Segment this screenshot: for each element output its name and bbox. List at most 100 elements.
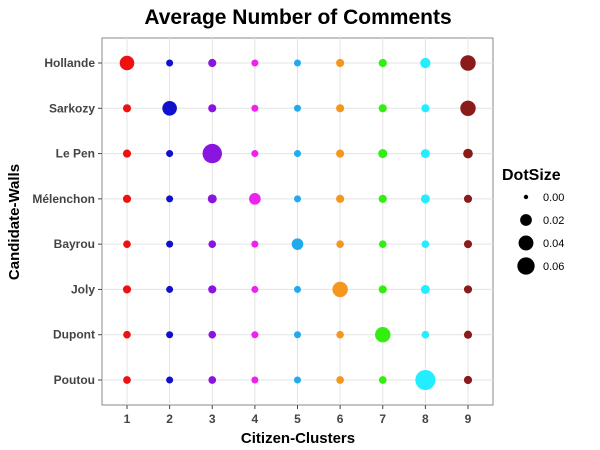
data-point (166, 376, 174, 384)
data-point (420, 149, 430, 159)
data-point (251, 285, 259, 293)
legend-label: 0.00 (543, 192, 564, 204)
data-point (293, 150, 302, 158)
y-axis-ticks: Hollande Sarkozy Le Pen Mélenchon Bayrou Joly… (32, 56, 102, 387)
data-point (336, 58, 345, 68)
data-point (336, 104, 345, 113)
x-axis-title: Citizen-Clusters (241, 430, 355, 447)
data-point (415, 370, 436, 390)
data-point (166, 240, 174, 248)
y-tick-label: Sarkozy (49, 101, 95, 115)
legend: DotSize 0.00 0.02 0.04 0.06 (502, 167, 564, 275)
data-point (460, 55, 476, 71)
data-points (119, 55, 476, 390)
data-point (336, 376, 344, 384)
data-point (421, 104, 430, 113)
y-tick-label: Bayrou (54, 237, 95, 251)
data-point (251, 150, 259, 158)
legend-key (517, 257, 535, 275)
data-point (378, 285, 387, 294)
data-point (463, 330, 473, 339)
data-point (119, 55, 135, 71)
data-point (166, 331, 174, 339)
legend-label: 0.02 (543, 215, 564, 227)
data-point (375, 326, 391, 343)
data-point (123, 240, 131, 248)
y-tick-label: Mélenchon (32, 192, 95, 206)
data-point (251, 59, 259, 67)
data-point (293, 59, 302, 67)
x-tick-label: 5 (294, 412, 301, 426)
data-point (251, 331, 259, 339)
data-point (378, 58, 387, 68)
data-point (166, 59, 174, 67)
data-point (166, 195, 174, 203)
y-tick-label: Poutou (54, 373, 95, 387)
data-point (463, 240, 473, 249)
x-tick-label: 3 (209, 412, 216, 426)
y-tick-label: Joly (71, 282, 95, 296)
data-point (202, 143, 222, 164)
x-tick-label: 4 (252, 412, 259, 426)
data-point (460, 100, 476, 117)
data-point (293, 195, 302, 203)
x-tick-label: 6 (337, 412, 344, 426)
data-point (166, 285, 174, 293)
data-point (293, 376, 302, 384)
data-point (251, 376, 259, 384)
data-point (208, 104, 217, 113)
data-point (420, 57, 431, 69)
data-point (208, 330, 217, 339)
data-point (166, 150, 174, 158)
chart-title: Average Number of Comments (144, 6, 451, 29)
data-point (208, 240, 217, 248)
data-point (421, 330, 430, 339)
data-point (208, 58, 217, 68)
y-tick-label: Le Pen (56, 147, 95, 161)
data-point (251, 240, 259, 248)
y-axis-title: Candidate-Walls (6, 164, 23, 280)
data-point (122, 285, 132, 294)
legend-key (523, 194, 529, 200)
data-point (463, 375, 473, 385)
x-tick-label: 7 (379, 412, 386, 426)
legend-key (520, 214, 532, 226)
data-point (162, 100, 177, 116)
data-point (249, 193, 261, 205)
data-point (378, 149, 388, 159)
data-point (291, 238, 304, 250)
data-point (378, 104, 387, 113)
data-point (293, 104, 302, 112)
data-point (122, 104, 132, 113)
x-tick-label: 2 (166, 412, 173, 426)
data-point (463, 194, 473, 203)
data-point (122, 149, 132, 158)
data-point (122, 194, 132, 203)
data-point (293, 285, 302, 293)
y-tick-label: Dupont (53, 328, 95, 342)
x-tick-label: 9 (465, 412, 472, 426)
data-point (208, 285, 217, 294)
legend-label: 0.04 (543, 238, 564, 250)
data-point (123, 376, 131, 384)
data-point (207, 194, 217, 204)
data-point (421, 240, 430, 248)
data-point (336, 149, 345, 158)
data-point (293, 331, 302, 339)
x-tick-label: 1 (124, 412, 131, 426)
data-point (123, 330, 131, 339)
data-point (378, 240, 387, 248)
data-point (336, 194, 345, 203)
data-point (332, 281, 348, 298)
data-point (463, 148, 473, 159)
data-point (463, 285, 473, 294)
legend-key (518, 235, 534, 251)
legend-title: DotSize (502, 167, 561, 184)
data-point (378, 376, 387, 384)
x-axis-ticks: 1 2 3 4 5 6 7 8 9 (124, 405, 472, 426)
data-point (336, 240, 344, 248)
data-point (420, 284, 430, 294)
data-point (420, 194, 430, 204)
data-point (378, 194, 387, 203)
